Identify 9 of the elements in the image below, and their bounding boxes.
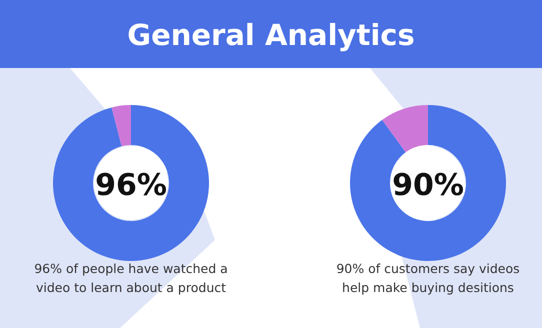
- donut-slice: [350, 105, 506, 261]
- donut-slice: [382, 105, 428, 152]
- text: General Analytics: [127, 18, 415, 52]
- donut-slice: [112, 105, 131, 146]
- text: 96% of people have watched a video to learn about a product: [34, 261, 228, 295]
- text: 90% of customers say videos help make buying desitions: [336, 261, 520, 295]
- text: 90%: [392, 168, 464, 203]
- donut-slice: [53, 105, 209, 261]
- text: 96%: [95, 168, 167, 203]
